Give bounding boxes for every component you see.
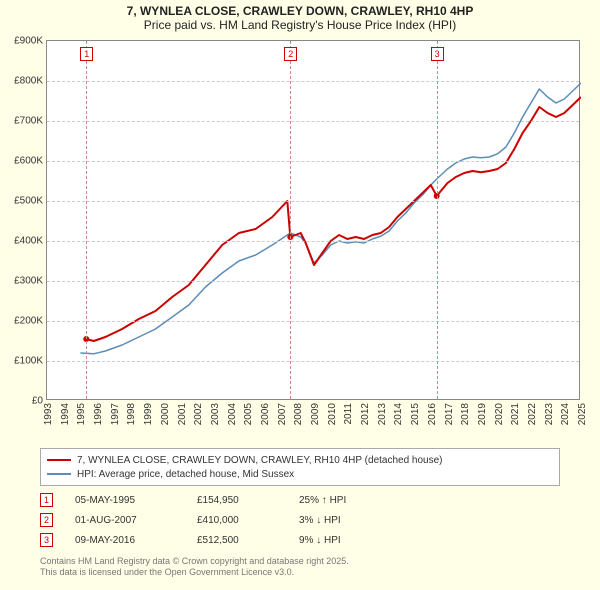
x-axis-label: 2025 [577,403,588,425]
x-axis-label: 2014 [393,403,404,425]
legend-swatch [47,459,71,461]
marker-pct: 3% ↓ HPI [299,515,399,526]
x-axis-label: 2010 [327,403,338,425]
x-axis-label: 2020 [494,403,505,425]
line-chart-svg [47,41,581,401]
x-axis-label: 2000 [160,403,171,425]
x-axis-label: 2002 [193,403,204,425]
x-axis-label: 1994 [60,403,71,425]
x-axis-label: 1999 [143,403,154,425]
marker-date: 09-MAY-2016 [75,535,175,546]
y-axis-label: £200K [14,316,43,327]
x-axis-label: 2017 [444,403,455,425]
x-axis-label: 1997 [110,403,121,425]
x-axis-label: 2021 [510,403,521,425]
legend-label: 7, WYNLEA CLOSE, CRAWLEY DOWN, CRAWLEY, … [77,455,443,466]
marker-box: 1 [80,47,93,61]
y-axis-label: £0 [32,396,43,407]
x-axis-label: 1993 [43,403,54,425]
title-line2: Price paid vs. HM Land Registry's House … [0,18,600,32]
legend-swatch [47,473,71,475]
marker-box: 2 [284,47,297,61]
series-line [80,83,581,354]
marker-pct: 9% ↓ HPI [299,535,399,546]
x-axis-label: 2024 [560,403,571,425]
marker-badge: 1 [40,493,53,507]
x-axis-label: 2008 [293,403,304,425]
y-axis-label: £700K [14,116,43,127]
marker-table: 1 05-MAY-1995 £154,950 25% ↑ HPI 2 01-AU… [40,490,560,550]
x-axis-label: 2011 [343,403,354,425]
marker-date: 05-MAY-1995 [75,495,175,506]
y-axis-label: £500K [14,196,43,207]
legend-label: HPI: Average price, detached house, Mid … [77,469,294,480]
table-row: 3 09-MAY-2016 £512,500 9% ↓ HPI [40,530,560,550]
x-axis-label: 2018 [460,403,471,425]
x-axis-label: 2019 [477,403,488,425]
legend-item: HPI: Average price, detached house, Mid … [47,467,553,481]
series-line [86,97,581,341]
x-axis-label: 2007 [277,403,288,425]
marker-vertical-line [290,41,291,399]
x-axis-label: 1998 [126,403,137,425]
x-axis-label: 2015 [410,403,421,425]
x-axis-label: 2012 [360,403,371,425]
y-axis-label: £800K [14,76,43,87]
x-axis-label: 2016 [427,403,438,425]
marker-price: £154,950 [197,495,277,506]
legend-item: 7, WYNLEA CLOSE, CRAWLEY DOWN, CRAWLEY, … [47,453,553,467]
marker-pct: 25% ↑ HPI [299,495,399,506]
chart-container: 7, WYNLEA CLOSE, CRAWLEY DOWN, CRAWLEY, … [0,0,600,590]
marker-price: £410,000 [197,515,277,526]
table-row: 1 05-MAY-1995 £154,950 25% ↑ HPI [40,490,560,510]
footnote-line: This data is licensed under the Open Gov… [40,567,560,578]
x-axis-label: 2004 [227,403,238,425]
title-line1: 7, WYNLEA CLOSE, CRAWLEY DOWN, CRAWLEY, … [0,4,600,18]
chart-titles: 7, WYNLEA CLOSE, CRAWLEY DOWN, CRAWLEY, … [0,0,600,32]
marker-vertical-line [437,41,438,399]
x-axis-label: 2009 [310,403,321,425]
x-axis-label: 2005 [243,403,254,425]
footnote: Contains HM Land Registry data © Crown c… [40,556,560,579]
plot-area: £0£100K£200K£300K£400K£500K£600K£700K£80… [46,40,580,400]
marker-box: 3 [431,47,444,61]
y-axis-label: £600K [14,156,43,167]
x-axis-label: 2006 [260,403,271,425]
x-axis-label: 2001 [177,403,188,425]
x-axis-label: 1995 [76,403,87,425]
y-axis-label: £900K [14,36,43,47]
chart-area: £0 £100K £200K £300K £400K £500K £600K £700K £80… [10,40,590,440]
y-axis-label: £400K [14,236,43,247]
marker-price: £512,500 [197,535,277,546]
x-axis-label: 2003 [210,403,221,425]
x-axis-label: 2023 [544,403,555,425]
marker-vertical-line [86,41,87,399]
table-row: 2 01-AUG-2007 £410,000 3% ↓ HPI [40,510,560,530]
x-axis-label: 2022 [527,403,538,425]
x-axis-label: 1996 [93,403,104,425]
y-axis-label: £100K [14,356,43,367]
footnote-line: Contains HM Land Registry data © Crown c… [40,556,560,567]
x-axis-label: 2013 [377,403,388,425]
legend: 7, WYNLEA CLOSE, CRAWLEY DOWN, CRAWLEY, … [40,448,560,486]
y-axis-label: £300K [14,276,43,287]
marker-badge: 3 [40,533,53,547]
marker-badge: 2 [40,513,53,527]
marker-date: 01-AUG-2007 [75,515,175,526]
